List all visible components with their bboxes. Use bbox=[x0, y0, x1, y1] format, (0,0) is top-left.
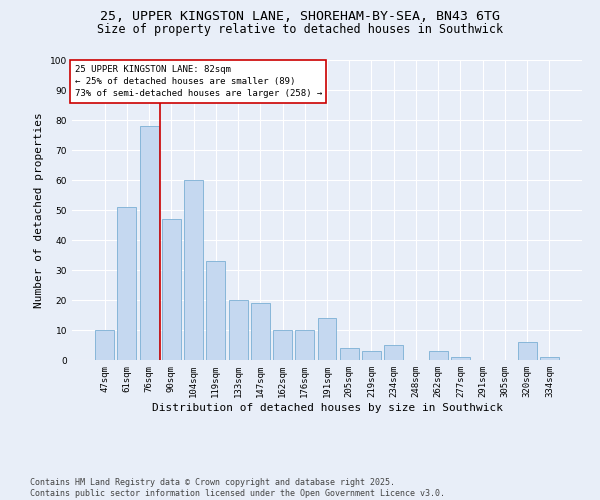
X-axis label: Distribution of detached houses by size in Southwick: Distribution of detached houses by size … bbox=[151, 402, 503, 412]
Bar bbox=[518, 342, 536, 360]
Bar bbox=[384, 345, 403, 360]
Text: Contains HM Land Registry data © Crown copyright and database right 2025.
Contai: Contains HM Land Registry data © Crown c… bbox=[30, 478, 445, 498]
Bar bbox=[429, 351, 448, 360]
Bar bbox=[295, 330, 314, 360]
Bar bbox=[118, 207, 136, 360]
Text: 25, UPPER KINGSTON LANE, SHOREHAM-BY-SEA, BN43 6TG: 25, UPPER KINGSTON LANE, SHOREHAM-BY-SEA… bbox=[100, 10, 500, 23]
Bar bbox=[95, 330, 114, 360]
Bar bbox=[206, 261, 225, 360]
Bar bbox=[273, 330, 292, 360]
Bar bbox=[251, 303, 270, 360]
Bar bbox=[451, 357, 470, 360]
Y-axis label: Number of detached properties: Number of detached properties bbox=[34, 112, 44, 308]
Bar bbox=[162, 219, 181, 360]
Bar bbox=[140, 126, 158, 360]
Bar bbox=[340, 348, 359, 360]
Bar bbox=[362, 351, 381, 360]
Text: Size of property relative to detached houses in Southwick: Size of property relative to detached ho… bbox=[97, 22, 503, 36]
Text: 25 UPPER KINGSTON LANE: 82sqm
← 25% of detached houses are smaller (89)
73% of s: 25 UPPER KINGSTON LANE: 82sqm ← 25% of d… bbox=[74, 64, 322, 98]
Bar bbox=[317, 318, 337, 360]
Bar bbox=[184, 180, 203, 360]
Bar bbox=[540, 357, 559, 360]
Bar bbox=[229, 300, 248, 360]
